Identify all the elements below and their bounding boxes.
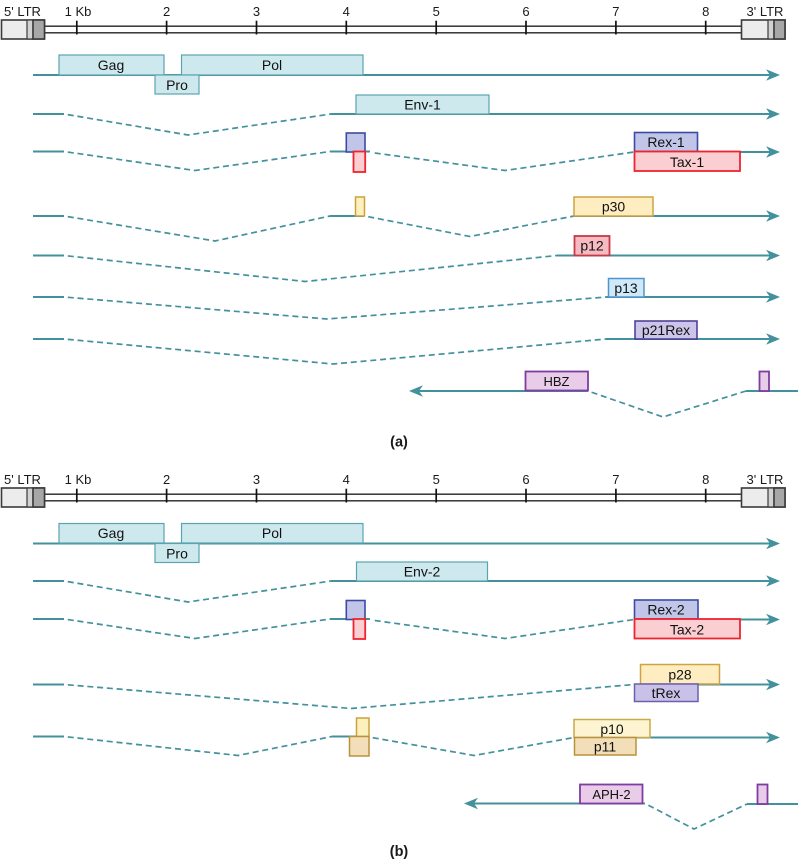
svg-text:Env-1: Env-1 xyxy=(404,97,441,113)
svg-text:p21Rex: p21Rex xyxy=(642,322,690,338)
svg-text:Pol: Pol xyxy=(262,57,282,73)
svg-text:Gag: Gag xyxy=(98,57,124,73)
svg-text:p30: p30 xyxy=(602,199,626,215)
svg-text:2: 2 xyxy=(163,472,170,487)
svg-text:Rex-2: Rex-2 xyxy=(647,602,685,618)
svg-text:1 Kb: 1 Kb xyxy=(65,4,92,19)
svg-text:6: 6 xyxy=(522,472,529,487)
svg-text:4: 4 xyxy=(343,4,350,19)
svg-text:HBZ: HBZ xyxy=(544,374,570,389)
svg-text:tRex: tRex xyxy=(652,685,681,701)
svg-text:(a): (a) xyxy=(390,435,408,451)
svg-text:5: 5 xyxy=(433,472,440,487)
svg-text:Rex-1: Rex-1 xyxy=(647,134,685,150)
svg-text:Pol: Pol xyxy=(262,525,282,541)
svg-text:Tax-2: Tax-2 xyxy=(670,622,704,638)
svg-text:5' LTR: 5' LTR xyxy=(4,4,41,19)
svg-text:Tax-1: Tax-1 xyxy=(670,154,704,170)
svg-text:Pro: Pro xyxy=(166,546,188,562)
svg-text:4: 4 xyxy=(343,472,350,487)
svg-text:7: 7 xyxy=(612,472,619,487)
svg-text:5: 5 xyxy=(433,4,440,19)
svg-text:8: 8 xyxy=(702,472,709,487)
svg-text:3: 3 xyxy=(253,472,260,487)
svg-text:1 Kb: 1 Kb xyxy=(65,472,92,487)
svg-text:APH-2: APH-2 xyxy=(592,787,630,802)
svg-text:7: 7 xyxy=(612,4,619,19)
svg-text:(b): (b) xyxy=(390,844,409,860)
svg-text:p11: p11 xyxy=(594,739,617,755)
svg-text:3' LTR: 3' LTR xyxy=(747,472,784,487)
svg-text:Gag: Gag xyxy=(98,525,124,541)
svg-text:3' LTR: 3' LTR xyxy=(747,4,784,19)
svg-text:Pro: Pro xyxy=(166,77,188,93)
svg-text:Env-2: Env-2 xyxy=(404,564,441,580)
svg-text:6: 6 xyxy=(522,4,529,19)
svg-text:5' LTR: 5' LTR xyxy=(4,472,41,487)
svg-text:p13: p13 xyxy=(614,280,638,296)
svg-text:p28: p28 xyxy=(668,667,692,683)
svg-text:p10: p10 xyxy=(600,721,624,737)
svg-text:8: 8 xyxy=(702,4,709,19)
svg-text:3: 3 xyxy=(253,4,260,19)
svg-text:2: 2 xyxy=(163,4,170,19)
svg-text:p12: p12 xyxy=(580,238,604,254)
